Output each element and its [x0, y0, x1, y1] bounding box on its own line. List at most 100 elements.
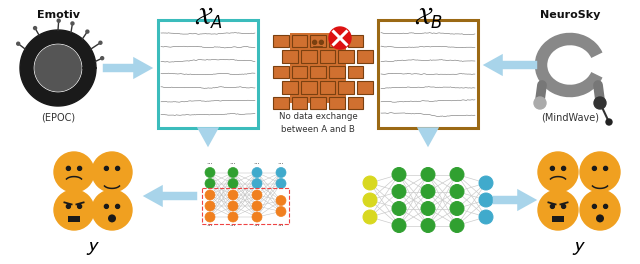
Circle shape: [538, 190, 578, 230]
Circle shape: [363, 210, 377, 224]
Circle shape: [606, 119, 612, 125]
Text: ...: ...: [278, 159, 284, 165]
Circle shape: [594, 97, 606, 109]
Text: ...: ...: [253, 221, 260, 227]
Bar: [273, 35, 289, 47]
Circle shape: [252, 167, 262, 177]
Circle shape: [550, 166, 554, 170]
Text: No data exchange
between A and B: No data exchange between A and B: [278, 112, 357, 134]
Circle shape: [77, 166, 82, 170]
Circle shape: [71, 22, 74, 25]
Text: ...: ...: [253, 159, 260, 165]
Circle shape: [276, 196, 286, 205]
Bar: [348, 66, 363, 78]
Circle shape: [35, 45, 81, 91]
Bar: [291, 97, 307, 109]
Circle shape: [116, 166, 120, 170]
Circle shape: [252, 212, 262, 222]
Bar: [291, 66, 307, 78]
Bar: [338, 81, 354, 94]
Bar: [357, 81, 372, 94]
Circle shape: [116, 204, 120, 208]
Circle shape: [108, 214, 116, 222]
Bar: [301, 81, 317, 94]
Polygon shape: [20, 30, 96, 106]
Text: $\mathcal{X}_B$: $\mathcal{X}_B$: [413, 6, 442, 31]
Bar: [357, 50, 372, 63]
Bar: [290, 33, 346, 103]
Circle shape: [538, 152, 578, 192]
Circle shape: [593, 166, 596, 170]
Text: (EPOC): (EPOC): [41, 112, 75, 122]
Text: (MindWave): (MindWave): [541, 112, 599, 122]
Bar: [329, 66, 344, 78]
Circle shape: [421, 167, 435, 182]
Circle shape: [604, 166, 607, 170]
Text: Emotiv: Emotiv: [36, 10, 79, 20]
Circle shape: [392, 185, 406, 199]
Circle shape: [77, 204, 82, 208]
Circle shape: [593, 204, 596, 208]
Circle shape: [99, 41, 102, 44]
Bar: [338, 50, 354, 63]
Circle shape: [228, 212, 238, 222]
Circle shape: [67, 166, 70, 170]
Circle shape: [57, 19, 60, 22]
Circle shape: [228, 178, 238, 188]
Bar: [282, 50, 298, 63]
Circle shape: [33, 27, 36, 30]
Circle shape: [205, 212, 215, 222]
Circle shape: [580, 152, 620, 192]
Circle shape: [54, 190, 94, 230]
Circle shape: [205, 201, 215, 211]
Bar: [291, 35, 307, 47]
Text: ...: ...: [207, 159, 213, 165]
Circle shape: [205, 167, 215, 177]
Circle shape: [205, 178, 215, 188]
Circle shape: [252, 178, 262, 188]
Bar: [301, 50, 317, 63]
Circle shape: [363, 193, 377, 207]
Bar: [310, 97, 326, 109]
Bar: [310, 66, 326, 78]
Circle shape: [550, 204, 554, 208]
Circle shape: [450, 219, 464, 233]
Bar: [282, 81, 298, 94]
Text: ...: ...: [230, 159, 236, 165]
Circle shape: [312, 40, 317, 44]
Circle shape: [100, 57, 104, 60]
Text: ...: ...: [207, 221, 213, 227]
Text: ...: ...: [278, 221, 284, 227]
Circle shape: [604, 204, 607, 208]
Circle shape: [562, 166, 566, 170]
Bar: [273, 97, 289, 109]
Circle shape: [363, 176, 377, 190]
Text: $\mathcal{y}$: $\mathcal{y}$: [86, 238, 100, 257]
Text: $\mathcal{y}$: $\mathcal{y}$: [572, 238, 586, 257]
Text: NeuroSky: NeuroSky: [540, 10, 600, 20]
Bar: [348, 35, 363, 47]
Circle shape: [534, 97, 546, 109]
Circle shape: [54, 152, 94, 192]
Circle shape: [67, 204, 70, 208]
Circle shape: [450, 167, 464, 182]
Circle shape: [450, 185, 464, 199]
Circle shape: [228, 190, 238, 200]
Bar: [552, 216, 564, 221]
Text: $\mathcal{X}_A$: $\mathcal{X}_A$: [194, 6, 222, 31]
Circle shape: [252, 201, 262, 211]
Circle shape: [421, 201, 435, 215]
Circle shape: [104, 204, 108, 208]
Circle shape: [276, 206, 286, 216]
Bar: [273, 66, 289, 78]
Circle shape: [329, 27, 351, 49]
Circle shape: [479, 176, 493, 190]
Bar: [348, 97, 363, 109]
Circle shape: [92, 152, 132, 192]
Circle shape: [276, 178, 286, 188]
Circle shape: [86, 30, 89, 33]
Circle shape: [392, 201, 406, 215]
Circle shape: [596, 214, 604, 222]
Circle shape: [479, 193, 493, 207]
Circle shape: [205, 190, 215, 200]
